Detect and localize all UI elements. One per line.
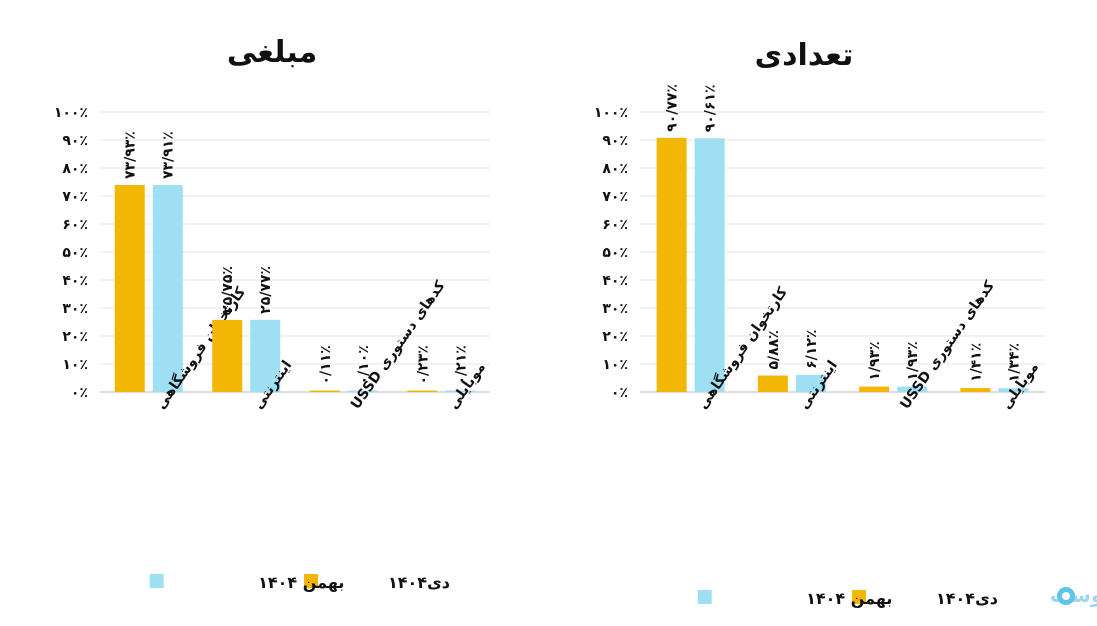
data-label: ۰/۲۳٪ — [415, 345, 431, 384]
bar-count-0-1 — [757, 375, 788, 392]
y-tick-label: ۳۰٪ — [62, 301, 88, 317]
brand-watermark: پوست — [1050, 583, 1097, 608]
legend-label: بهمن ۱۴۰۴ — [258, 573, 344, 592]
bar-count-0-0 — [656, 137, 687, 392]
y-tick-label: ۰٪ — [71, 385, 88, 401]
y-tick-label: ۸۰٪ — [62, 161, 88, 177]
legend-item: بهمن ۱۴۰۴ — [697, 589, 892, 608]
legend-item: دی۱۴۰۴ — [304, 573, 450, 592]
y-tick-label: ۱۰٪ — [602, 357, 628, 373]
legend-label: دی۱۴۰۴ — [388, 573, 450, 592]
bar-count-1-1 — [795, 374, 826, 392]
bar-count-1-0 — [694, 138, 725, 392]
data-label: ۵/۸۸٪ — [766, 330, 782, 369]
data-label: ۰/۱۱٪ — [318, 345, 334, 384]
y-tick-label: ۴۰٪ — [62, 273, 88, 289]
data-label: ۲۵/۷۷٪ — [258, 266, 274, 314]
y-tick-label: ۵۰٪ — [62, 245, 88, 261]
data-label: ۹۰/۷۷٪ — [665, 84, 681, 132]
bar-amount-0-3 — [407, 390, 438, 392]
y-tick-label: ۵۰٪ — [602, 245, 628, 261]
chart-title: تعدادی — [755, 38, 854, 73]
data-label: ۲۵/۷۵٪ — [220, 266, 236, 314]
bar-amount-0-1 — [212, 319, 243, 392]
bar-count-1-2 — [897, 386, 928, 392]
y-tick-label: ۱۰۰٪ — [54, 105, 88, 121]
y-tick-label: ۱۰٪ — [62, 357, 88, 373]
legend-swatch — [852, 590, 867, 604]
bar-amount-0-0 — [114, 184, 145, 392]
y-tick-label: ۶۰٪ — [602, 217, 628, 233]
data-label: ۱/۹۳٪ — [905, 341, 921, 380]
data-label: ۷۳/۹۳٪ — [123, 131, 139, 179]
pay-logo-icon — [1057, 587, 1075, 605]
bar-amount-1-3 — [445, 390, 476, 392]
bar-amount-0-2 — [309, 390, 340, 392]
data-label: ۰/۱۰٪ — [356, 345, 372, 384]
chart-amount: مبلغی ۰٪ ۱۰٪ ۲۰٪ ۳۰٪ ۴۰٪ ۵۰٪ ۶۰٪ ۷۰٪ ۸۰٪ ۹۰٪ ۱۰۰٪ ۷۳… — [54, 35, 490, 592]
legend-item: بهمن ۱۴۰۴ — [149, 573, 344, 592]
y-tick-label: ۲۰٪ — [602, 329, 628, 345]
y-tick-label: ۱۰۰٪ — [594, 105, 628, 121]
legend-label: بهمن ۱۴۰۴ — [806, 589, 892, 608]
bar-count-1-3 — [998, 388, 1029, 392]
bar-amount-1-1 — [250, 319, 281, 392]
data-label: ۶/۱۲٪ — [804, 330, 820, 369]
data-label: ۱/۳۴٪ — [1006, 343, 1022, 382]
legend-swatch — [149, 574, 164, 588]
data-label: ۷۳/۹۱٪ — [161, 131, 177, 179]
legend-item: دی۱۴۰۴ — [852, 589, 998, 608]
y-tick-label: ۰٪ — [611, 385, 628, 401]
data-label: ۹۰/۶۱٪ — [703, 84, 719, 132]
legend-swatch — [304, 574, 319, 588]
data-label: ۰/۲۱٪ — [453, 345, 469, 384]
y-tick-label: ۴۰٪ — [602, 273, 628, 289]
bar-count-0-2 — [859, 386, 890, 392]
y-tick-label: ۷۰٪ — [602, 189, 628, 205]
legend-swatch — [697, 590, 712, 604]
chart-title: مبلغی — [227, 35, 317, 70]
bar-amount-1-0 — [152, 185, 183, 392]
y-tick-label: ۸۰٪ — [602, 161, 628, 177]
y-tick-label: ۶۰٪ — [62, 217, 88, 233]
bar-count-0-3 — [960, 388, 991, 392]
bar-amount-1-2 — [347, 390, 378, 392]
y-tick-label: ۹۰٪ — [62, 133, 88, 149]
y-tick-label: ۷۰٪ — [62, 189, 88, 205]
data-label: ۱/۴۱٪ — [968, 343, 984, 382]
legend-label: دی۱۴۰۴ — [936, 589, 998, 608]
chart-count: تعدادی ۰٪ ۱۰٪ ۲۰٪ ۳۰٪ ۴۰٪ ۵۰٪ ۶۰٪ ۷۰٪ ۸۰٪ ۹۰٪ ۱۰۰٪ ۹… — [594, 38, 1045, 608]
y-tick-label: ۳۰٪ — [602, 301, 628, 317]
y-tick-label: ۲۰٪ — [62, 329, 88, 345]
data-label: ۱/۹۳٪ — [867, 341, 883, 380]
y-tick-label: ۹۰٪ — [602, 133, 628, 149]
